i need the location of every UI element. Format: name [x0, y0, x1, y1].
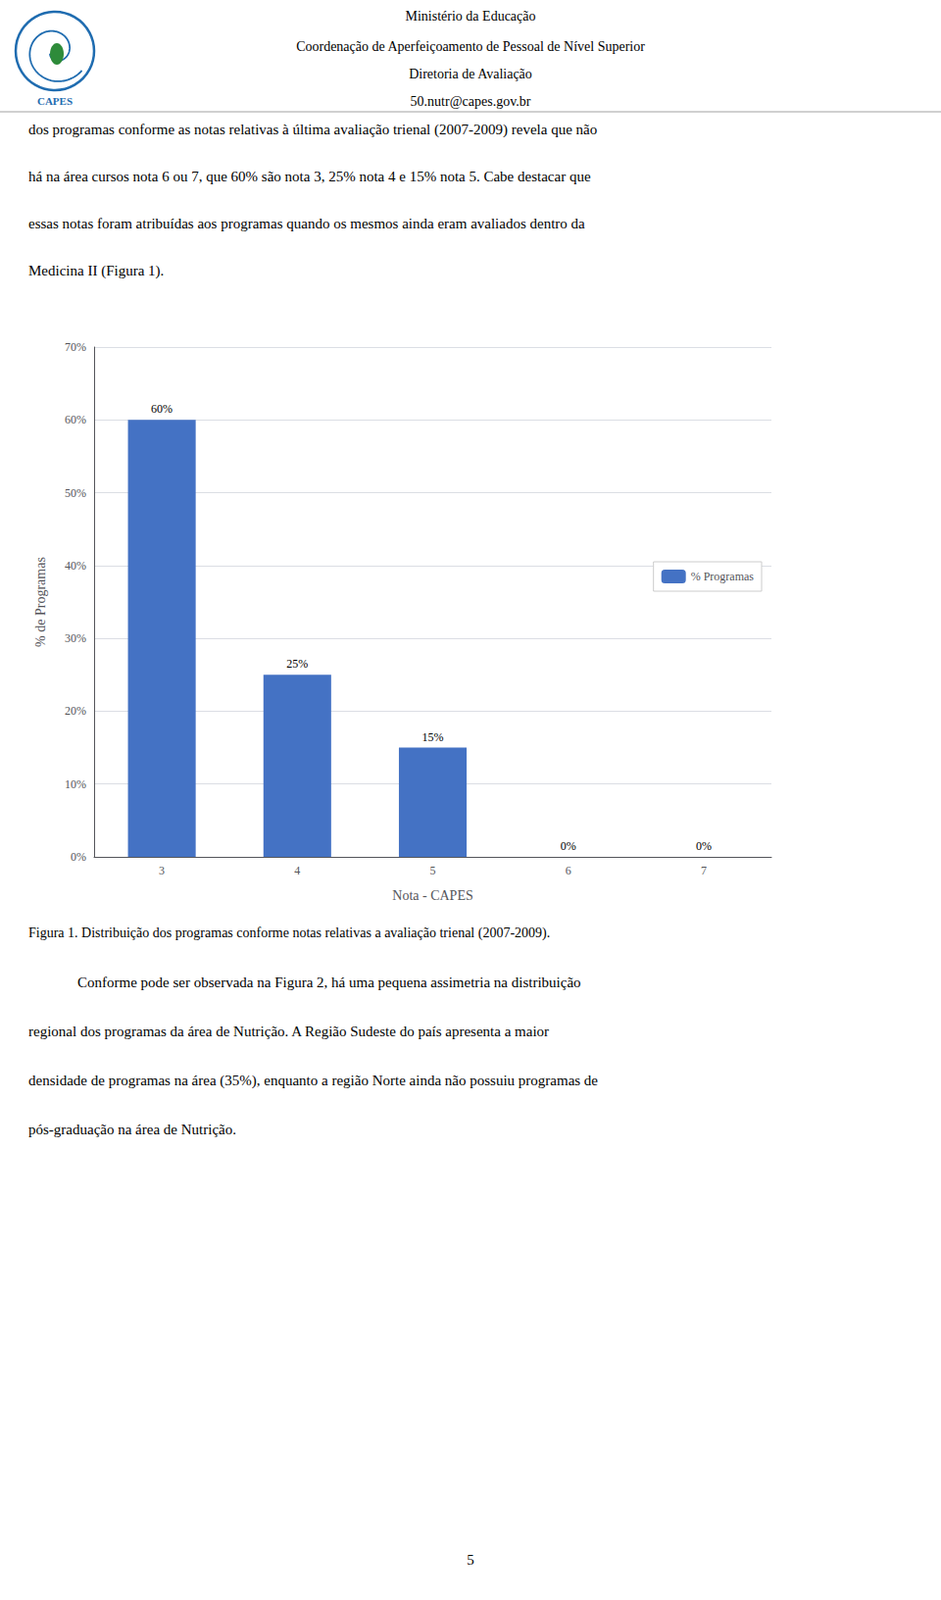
svg-text:5: 5: [430, 863, 437, 878]
svg-text:densidade de programas na área: densidade de programas na área (35%), en…: [28, 1072, 598, 1090]
svg-text:Ministério da Educação: Ministério da Educação: [405, 8, 537, 24]
svg-text:70%: 70%: [64, 340, 87, 354]
svg-text:essas notas foram atribuídas a: essas notas foram atribuídas aos program…: [28, 215, 586, 232]
svg-text:pós-graduação na área de Nutri: pós-graduação na área de Nutrição.: [28, 1121, 237, 1138]
svg-text:5: 5: [466, 1551, 475, 1568]
svg-text:Diretoria de Avaliação: Diretoria de Avaliação: [408, 66, 533, 82]
svg-text:50.nutr@capes.gov.br: 50.nutr@capes.gov.br: [410, 94, 532, 109]
svg-text:há na área cursos nota 6 ou 7,: há na área cursos nota 6 ou 7, que 60% s…: [28, 168, 592, 185]
svg-text:20%: 20%: [64, 703, 87, 718]
svg-text:Conforme pode ser observada na: Conforme pode ser observada na Figura 2,…: [77, 974, 582, 991]
svg-text:4: 4: [294, 863, 300, 878]
svg-text:3: 3: [158, 863, 165, 878]
svg-text:50%: 50%: [64, 486, 87, 500]
svg-text:CAPES: CAPES: [37, 95, 73, 107]
svg-text:25%: 25%: [286, 656, 308, 671]
svg-text:% Programas: % Programas: [691, 569, 755, 584]
svg-text:0%: 0%: [70, 849, 87, 864]
svg-text:Coordenação de Aperfeiçoamento: Coordenação de Aperfeiçoamento de Pessoa…: [296, 39, 645, 54]
svg-text:15%: 15%: [422, 730, 445, 744]
svg-text:0%: 0%: [695, 839, 712, 853]
svg-text:40%: 40%: [64, 558, 87, 573]
svg-text:30%: 30%: [64, 631, 87, 645]
svg-text:60%: 60%: [64, 412, 87, 427]
svg-text:6: 6: [565, 863, 572, 878]
svg-text:% de Programas: % de Programas: [33, 556, 49, 647]
svg-text:Nota - CAPES: Nota - CAPES: [392, 888, 473, 903]
svg-text:7: 7: [700, 863, 707, 878]
svg-text:Medicina II (Figura 1).: Medicina II (Figura 1).: [28, 262, 164, 280]
svg-text:10%: 10%: [64, 777, 87, 792]
svg-text:0%: 0%: [560, 839, 577, 853]
svg-text:dos programas conforme as nota: dos programas conforme as notas relativa…: [28, 121, 597, 139]
svg-text:regional dos programas da área: regional dos programas da área de Nutriç…: [28, 1023, 549, 1040]
svg-text:Figura 1. Distribuição dos pro: Figura 1. Distribuição dos programas con…: [28, 925, 550, 941]
svg-text:60%: 60%: [150, 401, 173, 416]
